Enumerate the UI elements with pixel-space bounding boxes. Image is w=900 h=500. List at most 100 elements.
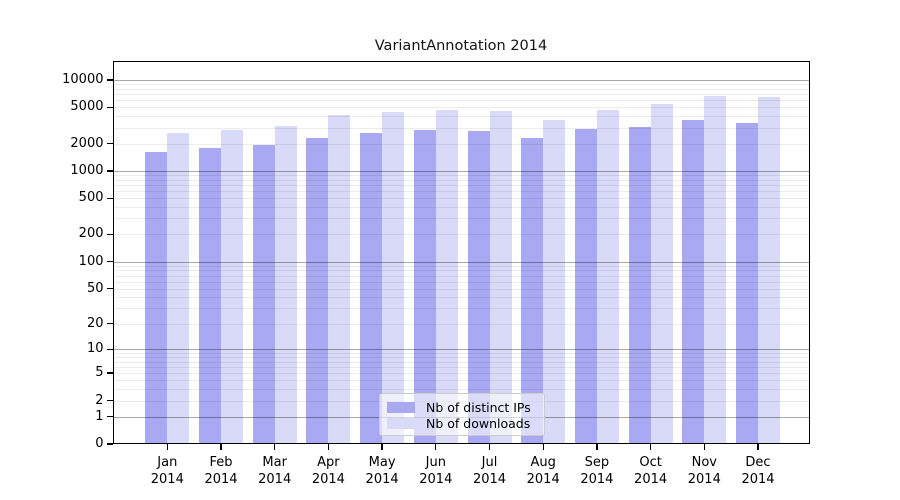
gridline-minor — [112, 323, 810, 325]
gridline-minor — [112, 275, 810, 277]
bar-aug-downloads — [543, 120, 566, 444]
bar-oct-downloads — [650, 104, 673, 444]
gridline-minor — [112, 234, 810, 236]
y-axis-tick — [106, 443, 113, 445]
gridline-major — [112, 79, 810, 81]
bar-dec-distinct-ips — [736, 123, 758, 444]
x-axis-tick — [327, 444, 330, 450]
y-axis-tick — [106, 106, 113, 109]
gridline-minor — [112, 198, 810, 200]
gridline-minor — [112, 373, 810, 375]
y-axis-tick — [106, 372, 113, 374]
gridline-minor — [112, 94, 810, 96]
legend-swatch-distinct-ips — [387, 401, 415, 413]
bar-jan-downloads — [167, 133, 190, 444]
y-axis-tick — [106, 348, 113, 350]
bar-sep-downloads — [596, 110, 619, 444]
bar-jan-distinct-ips — [145, 152, 168, 444]
gridline-major — [112, 170, 810, 172]
bar-apr-distinct-ips — [306, 137, 329, 444]
bar-jun-downloads — [435, 109, 458, 444]
x-axis-tick — [435, 444, 437, 450]
legend-row: Nb of downloads — [387, 415, 535, 431]
gridline-minor — [112, 175, 810, 177]
bar-nov-distinct-ips — [682, 120, 705, 444]
gridline-minor — [112, 191, 810, 193]
y-tick-label: 0 — [95, 436, 104, 451]
y-axis-tick — [106, 79, 113, 81]
x-axis-tick — [649, 444, 652, 450]
bar-aug-distinct-ips — [521, 137, 544, 444]
gridline-minor — [112, 308, 810, 310]
x-tick-label: Feb 2014 — [204, 455, 238, 487]
y-axis-tick — [106, 399, 113, 402]
gridline-minor — [112, 270, 810, 272]
y-axis-tick — [106, 197, 113, 199]
x-tick-label: Sep 2014 — [580, 455, 614, 487]
gridline-major — [112, 261, 810, 263]
y-tick-label: 200 — [78, 226, 104, 242]
gridline-minor — [112, 353, 810, 354]
x-axis-tick — [757, 444, 759, 450]
y-tick-label: 10000 — [62, 71, 104, 87]
legend-label: Nb of distinct IPs — [426, 399, 531, 415]
x-tick-label: May 2014 — [365, 455, 399, 487]
gridline-minor — [112, 88, 810, 90]
x-tick-label: Aug 2014 — [526, 455, 560, 487]
y-tick-label: 500 — [78, 190, 104, 206]
x-axis-tick — [166, 444, 168, 450]
y-axis-tick — [106, 415, 113, 418]
x-tick-label: Dec 2014 — [741, 455, 775, 487]
gridline-minor — [112, 127, 810, 129]
bar-jul-downloads — [489, 111, 512, 444]
x-axis-tick — [488, 444, 491, 450]
x-tick-label: Jun 2014 — [419, 455, 453, 487]
y-axis-tick — [106, 233, 113, 236]
bar-may-distinct-ips — [360, 132, 383, 444]
gridline-minor — [112, 84, 810, 86]
gridline-minor — [112, 380, 810, 382]
y-tick-label: 1 — [95, 408, 104, 424]
y-axis-tick — [106, 322, 113, 325]
legend-swatch-downloads — [387, 417, 415, 429]
y-tick-label: 20 — [86, 315, 104, 331]
legend-row: Nb of distinct IPs — [387, 399, 535, 415]
gridline-minor — [112, 357, 810, 359]
x-axis-tick — [596, 444, 598, 450]
y-axis-tick — [106, 142, 113, 145]
gridline-minor — [112, 218, 810, 220]
gridline-minor — [112, 107, 810, 109]
x-axis-tick — [542, 444, 544, 450]
y-tick-label: 1000 — [70, 162, 104, 178]
gridline-minor — [112, 361, 810, 363]
gridline-minor — [112, 281, 810, 283]
x-tick-label: Jul 2014 — [472, 455, 507, 487]
bar-jul-distinct-ips — [467, 130, 490, 444]
legend: Nb of distinct IPs Nb of downloads — [379, 393, 545, 436]
gridline-minor — [112, 143, 810, 145]
x-axis-tick — [381, 444, 383, 450]
gridline-minor — [112, 185, 810, 187]
x-axis-tick — [220, 444, 222, 450]
x-tick-label: Apr 2014 — [311, 455, 345, 487]
bar-feb-distinct-ips — [199, 147, 221, 444]
bar-feb-downloads — [221, 129, 243, 444]
bar-apr-downloads — [328, 114, 351, 444]
y-axis-tick — [106, 260, 113, 263]
legend-label: Nb of downloads — [426, 415, 531, 431]
chart-title: VariantAnnotation 2014 — [374, 38, 548, 54]
y-tick-label: 5 — [95, 365, 104, 381]
gridline-minor — [112, 116, 810, 118]
bar-may-downloads — [382, 111, 405, 444]
y-tick-label: 50 — [86, 280, 104, 296]
bar-oct-distinct-ips — [628, 127, 651, 444]
gridline-minor — [112, 179, 810, 181]
x-axis-tick — [274, 444, 276, 450]
gridline-major — [112, 349, 810, 351]
y-tick-label: 100 — [78, 253, 104, 269]
gridline-minor — [112, 265, 810, 267]
y-tick-label: 5000 — [70, 99, 104, 115]
x-axis-tick — [703, 444, 705, 450]
gridline-minor — [112, 389, 810, 391]
